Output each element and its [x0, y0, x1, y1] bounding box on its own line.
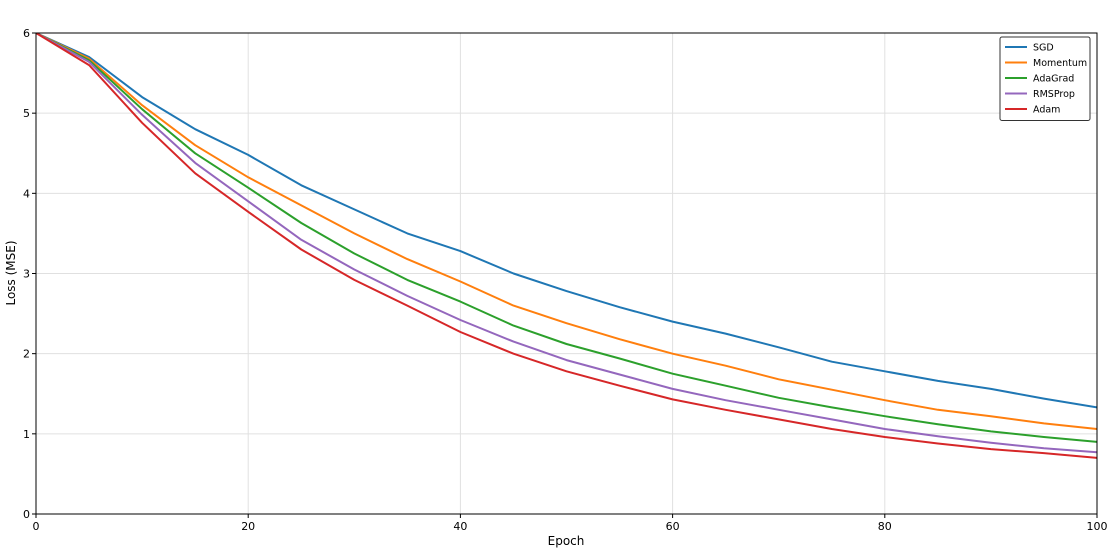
- grid: [35, 32, 1098, 515]
- x-tick-label: 100: [1087, 520, 1108, 533]
- series-line-momentum: [36, 33, 1097, 430]
- legend-label: Adam: [1033, 105, 1060, 116]
- y-tick-label: 3: [23, 268, 30, 281]
- x-tick-label: 60: [666, 520, 680, 533]
- y-tick-label: 0: [23, 508, 30, 521]
- series-line-sgd: [36, 33, 1097, 409]
- y-tick-label: 1: [23, 428, 30, 441]
- x-tick-label: 40: [453, 520, 467, 533]
- series-line-adagrad: [36, 33, 1097, 443]
- series-lines: [36, 33, 1097, 459]
- x-tick-label: 0: [33, 520, 40, 533]
- series-line-adam: [36, 33, 1097, 459]
- legend-box: [999, 36, 1091, 121]
- legend-label: AdaGrad: [1033, 74, 1074, 85]
- x-axis-title: Epoch: [548, 534, 585, 548]
- legend: SGD Momentum AdaGrad RMSProp Adam: [999, 36, 1091, 121]
- x-ticks: 0 20 40 60 80 100: [33, 514, 1108, 533]
- y-tick-label: 2: [23, 348, 30, 361]
- series-line-rmsprop: [36, 33, 1097, 454]
- y-ticks: 0 1 2 3 4 5 6: [23, 27, 36, 521]
- y-axis-title: Loss (MSE): [4, 240, 18, 305]
- y-tick-label: 4: [23, 187, 30, 200]
- x-tick-label: 80: [878, 520, 892, 533]
- y-tick-label: 5: [23, 107, 30, 120]
- x-tick-label: 20: [241, 520, 255, 533]
- legend-label: Momentum: [1033, 58, 1087, 69]
- legend-label: SGD: [1033, 43, 1054, 54]
- legend-label: RMSProp: [1033, 89, 1075, 100]
- y-tick-label: 6: [23, 27, 30, 40]
